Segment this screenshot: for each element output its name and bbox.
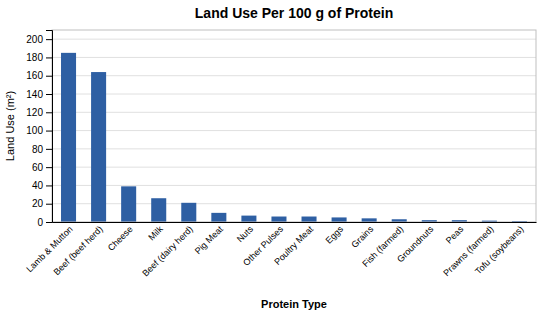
y-tick-label: 80: [32, 144, 44, 155]
bars: [61, 53, 527, 222]
y-tick: 60: [32, 162, 52, 173]
grid: [52, 39, 536, 222]
x-tick-label: Milk: [146, 224, 165, 243]
y-tick-label: 180: [26, 52, 43, 63]
y-tick-mark: [46, 167, 52, 168]
x-axis-title: Protein Type: [261, 298, 327, 310]
grid-line: [52, 39, 536, 40]
grid-line: [52, 185, 536, 186]
grid-line: [52, 57, 536, 58]
y-tick-mark: [46, 149, 52, 150]
x-tick: Nuts: [235, 224, 256, 245]
y-tick-mark: [46, 112, 52, 113]
grid-line: [52, 112, 536, 113]
grid-line: [52, 148, 536, 149]
grid-line: [52, 167, 536, 168]
x-tick-label: Beef (beef herd): [52, 224, 105, 277]
bar: [271, 217, 286, 222]
y-tick-mark: [46, 94, 52, 95]
x-tick-label: Poultry Meat: [272, 224, 315, 267]
x-axis: Lamb & MuttonBeef (beef herd)CheeseMilkB…: [24, 223, 536, 279]
y-axis: 0 20 40 60 80 100 120 140 160 180 200: [26, 31, 52, 228]
x-tick-label: Pig Meat: [193, 224, 226, 257]
bar: [362, 218, 377, 222]
y-tick-label: 40: [32, 180, 44, 191]
y-tick-mark: [46, 185, 52, 186]
x-tick: Eggs: [324, 224, 346, 246]
y-tick-mark: [46, 76, 52, 77]
x-tick: Milk: [146, 224, 165, 243]
x-tick: Poultry Meat: [272, 224, 315, 267]
x-tick-label: Beef (dairy herd): [140, 224, 194, 278]
y-tick-label: 0: [37, 217, 43, 228]
y-tick: 40: [32, 180, 52, 191]
y-tick-label: 120: [26, 107, 43, 118]
bar: [61, 53, 76, 222]
bar: [302, 217, 317, 222]
x-axis-line: [53, 222, 537, 223]
y-tick: 200: [26, 34, 52, 45]
x-tick-label: Grains: [349, 224, 375, 250]
x-tick-label: Nuts: [235, 224, 256, 245]
y-tick-label: 160: [26, 70, 43, 81]
y-tick: 120: [26, 107, 52, 118]
x-tick-label: Peas: [444, 224, 466, 246]
y-tick-label: 140: [26, 89, 43, 100]
y-tick: 80: [32, 144, 52, 155]
x-tick: Beef (dairy herd): [140, 224, 194, 278]
bar: [211, 213, 226, 222]
x-tick: Prawns (farmed): [441, 224, 495, 278]
y-tick-mark: [46, 204, 52, 205]
bar: [91, 72, 106, 222]
y-tick: 20: [32, 198, 52, 209]
grid-line: [52, 94, 536, 95]
y-tick-mark: [46, 57, 52, 58]
y-tick: 140: [26, 89, 52, 100]
x-tick: Pig Meat: [193, 224, 226, 257]
x-tick: Grains: [349, 224, 375, 250]
bar: [151, 198, 166, 222]
x-tick: Cheese: [106, 224, 135, 253]
bar: [121, 186, 136, 222]
x-tick: Tofu (soybeans): [473, 224, 525, 276]
y-tick-mark: [46, 39, 52, 40]
y-tick-label: 60: [32, 162, 44, 173]
x-tick-label: Eggs: [324, 224, 346, 246]
y-tick: 0: [37, 217, 52, 228]
x-tick: Beef (beef herd): [52, 224, 105, 277]
x-tick-label: Cheese: [106, 224, 135, 253]
bar: [181, 203, 196, 222]
x-tick-label: Tofu (soybeans): [473, 224, 525, 276]
x-tick: Groundnuts: [395, 224, 436, 265]
plot: 020406080100120140160180200Lamb & Mutton…: [24, 30, 536, 278]
y-axis-title: Land Use (m²): [4, 91, 16, 161]
chart: 020406080100120140160180200Lamb & Mutton…: [0, 0, 550, 314]
y-tick-mark: [46, 131, 52, 132]
x-tick-label: Groundnuts: [395, 224, 436, 265]
grid-line: [52, 130, 536, 131]
y-tick-label: 200: [26, 34, 43, 45]
bar: [241, 216, 256, 222]
y-tick: 100: [26, 125, 52, 136]
y-axis-line: [46, 31, 53, 223]
y-tick-label: 20: [32, 198, 44, 209]
x-tick-label: Prawns (farmed): [441, 224, 495, 278]
grid-line: [52, 75, 536, 76]
y-tick-label: 100: [26, 125, 43, 136]
plot-frame: [52, 30, 536, 222]
y-tick: 160: [26, 70, 52, 81]
bar: [332, 217, 347, 222]
title: Land Use Per 100 g of Protein: [195, 5, 393, 21]
x-tick: Peas: [444, 224, 466, 246]
y-tick-mark: [46, 222, 52, 223]
y-tick: 180: [26, 52, 52, 63]
